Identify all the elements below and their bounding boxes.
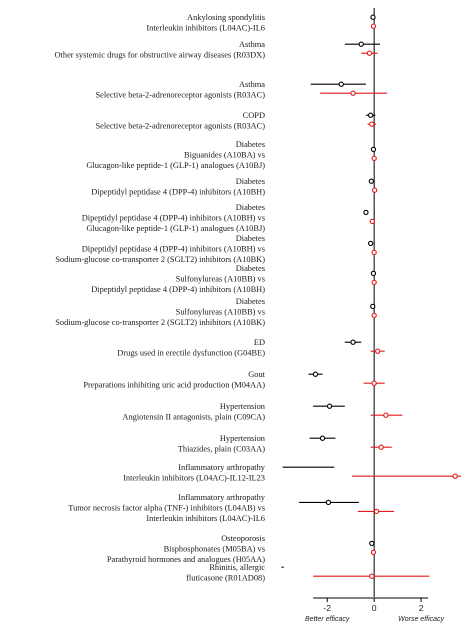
row-drug-label: Sulfonylureas (A10BB) vs <box>176 274 265 283</box>
row-drug-label: Interleukin inhibitors (L04AC)-IL6 <box>146 514 265 523</box>
row-condition-label: Hypertension <box>220 434 266 443</box>
row-condition-label: Asthma <box>239 40 265 49</box>
point-estimate-black <box>326 403 333 409</box>
point-estimate-black <box>325 499 332 506</box>
better-efficacy-note: Better efficacy <box>305 616 350 623</box>
row-condition-label: Diabetes <box>236 140 265 149</box>
x-axis: -2 0 2 Better efficacy Worse efficacy <box>305 597 445 623</box>
point-estimate-red <box>373 508 380 515</box>
row-drug-label: Angiotensin II antagonists, plain (C09CA… <box>122 412 265 421</box>
point-estimate-black <box>369 540 375 547</box>
row-condition-label: ED <box>254 338 265 347</box>
point-estimate-red <box>371 155 377 162</box>
row-condition-label: Gout <box>248 370 265 379</box>
row-condition-label: Diabetes <box>236 234 265 243</box>
row-drug-label: Dipeptidyl peptidase 4 (DPP-4) inhibitor… <box>91 187 265 196</box>
point-estimate-black <box>363 209 369 216</box>
point-estimate-black <box>367 112 374 118</box>
row-drug-label: Dipeptidyl peptidase 4 (DPP-4) inhibitor… <box>82 213 265 222</box>
point-estimate-black <box>370 14 376 20</box>
row-drug-label: Interleukin inhibitors (L04AC)-IL6 <box>146 23 265 32</box>
row-drug-label: Sodium-glucose co-transporter 2 (SGLT2) … <box>55 318 265 327</box>
row-drug-label: Bisphosphonates (M05BA) vs <box>164 544 265 553</box>
point-estimate-black <box>358 41 364 47</box>
point-estimate-black <box>370 270 377 277</box>
point-estimate-red <box>371 312 377 319</box>
row-drug-label: Interleukin inhibitors (L04AC)-IL12-IL23 <box>123 473 265 482</box>
point-estimate-red <box>371 279 377 286</box>
x-tick-label: -2 <box>323 603 331 613</box>
point-estimate-red <box>383 412 389 418</box>
row-condition-label: Osteoporosis <box>221 534 265 543</box>
row-condition-label: Diabetes <box>236 264 265 273</box>
point-estimate-black <box>350 339 356 345</box>
row-drug-label: Glucagon-like peptide-1 (GLP-1) analogue… <box>86 224 265 233</box>
point-estimate-red <box>371 249 377 256</box>
row-condition-label: Ankylosing spondylitis <box>187 13 265 22</box>
point-estimate-black <box>312 371 319 377</box>
row-drug-label: Selective beta-2-adrenoreceptor agonists… <box>95 90 265 99</box>
row-condition-label: COPD <box>243 111 265 120</box>
point-estimate-black <box>370 146 377 153</box>
row-drug-label: Tumor necrosis factor alpha (TNF-) inhib… <box>68 503 265 512</box>
point-estimate-black <box>319 435 326 441</box>
plot-marks <box>281 8 461 597</box>
worse-efficacy-note: Worse efficacy <box>398 616 444 623</box>
row-drug-label: Other systemic drugs for obstructive air… <box>55 50 266 59</box>
row-drug-label: Sulfonylureas (A10BB) vs <box>176 307 265 316</box>
row-drug-label: Biguanides (A10BA) vs <box>184 150 265 159</box>
row-condition-label: Inflammatory arthropathy <box>178 463 266 472</box>
point-estimate-red <box>350 90 356 96</box>
x-tick-label: 0 <box>372 603 377 613</box>
point-estimate-red <box>452 473 458 479</box>
point-estimate-red <box>369 121 375 127</box>
row-condition-label: Asthma <box>239 80 265 89</box>
row-drug-label: Selective beta-2-adrenoreceptor agonists… <box>95 121 265 130</box>
point-estimate-red <box>366 50 373 56</box>
row-drug-label: fluticasone (R01AD08) <box>186 573 265 582</box>
point-estimate-red <box>371 187 378 193</box>
row-drug-label: Parathyroid hormones and analogues (H05A… <box>107 555 265 564</box>
point-estimate-black <box>370 303 376 310</box>
point-estimate-red <box>370 549 377 556</box>
point-estimate-red <box>369 218 375 225</box>
row-drug-label: Drugs used in erectile dysfunction (G04B… <box>117 348 265 357</box>
row-drug-label: Thiazides, plain (C03AA) <box>178 444 265 453</box>
point-estimate-black <box>367 240 374 247</box>
point-estimate-red <box>371 380 377 386</box>
point-estimate-black <box>368 178 374 184</box>
row-drug-label: Dipeptidyl peptidase 4 (DPP-4) inhibitor… <box>82 244 265 253</box>
row-drug-label: Preparations inhibiting uric acid produc… <box>83 380 265 389</box>
point-estimate-red <box>369 573 375 579</box>
x-tick-label: 2 <box>419 603 424 613</box>
row-drug-label: Sodium-glucose co-transporter 2 (SGLT2) … <box>55 255 265 264</box>
row-condition-label: Diabetes <box>236 203 265 212</box>
row-condition-label: Diabetes <box>236 177 265 186</box>
row-condition-label: Hypertension <box>220 402 266 411</box>
row-drug-label: Dipeptidyl peptidase 4 (DPP-4) inhibitor… <box>91 285 265 294</box>
point-estimate-red <box>378 444 384 450</box>
point-estimate-black <box>338 81 344 87</box>
row-condition-label: Rhinitis, allergic <box>209 563 265 572</box>
point-estimate-red <box>370 23 377 29</box>
row-condition-label: Diabetes <box>236 297 265 306</box>
point-estimate-red <box>375 348 381 354</box>
row-drug-label: Glucagon-like peptide-1 (GLP-1) analogue… <box>86 161 265 170</box>
row-condition-label: Inflammatory arthropathy <box>178 493 266 502</box>
